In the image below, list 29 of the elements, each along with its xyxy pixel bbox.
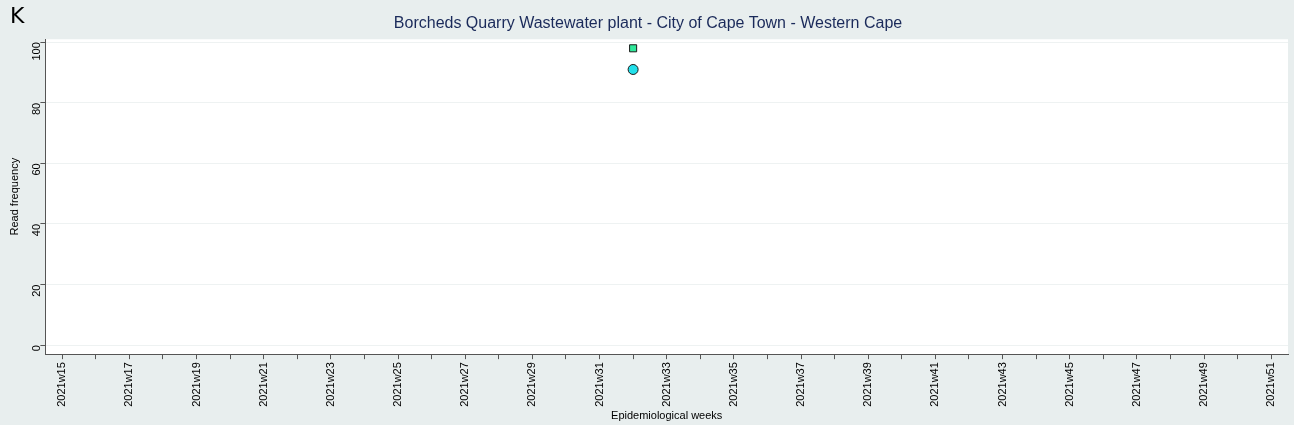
x-tick-label: 2021w25 [391,362,404,407]
x-tick-label: 2021w41 [928,362,941,407]
x-tick-label: 2021w29 [525,362,538,407]
y-tick-label: 100 [30,42,43,61]
y-tick-label: 80 [30,102,43,116]
x-tick-label: 2021w37 [794,362,807,407]
x-tick-label: 2021w31 [592,362,605,407]
y-tick-label: 0 [30,345,43,352]
x-tick-label: 2021w47 [1129,362,1142,407]
x-tick-label: 2021w17 [122,362,135,407]
x-tick-label: 2021w51 [1264,362,1277,407]
text: K [10,2,25,28]
x-tick-label: 2021w19 [189,362,202,407]
chart-title: Borcheds Quarry Wastewater plant - City of Cape Town - Western Cape [393,14,903,32]
y-axis-title: Read frequency [7,157,20,236]
x-tick-label: 2021w21 [256,362,269,407]
x-axis-title: Epidemiological weeks [611,409,723,422]
y-tick-label: 40 [30,223,43,237]
x-tick-label: 2021w27 [458,362,471,407]
x-tick-label: 2021w23 [323,362,336,407]
x-tick-label: 2021w35 [726,362,739,407]
x-tick-label: 2021w39 [861,362,874,407]
y-tick-label: 60 [30,163,43,176]
x-tick-label: 2021w43 [995,362,1008,407]
y-tick-label: 20 [30,284,43,297]
x-tick-label: 2021w33 [659,362,672,407]
x-tick-label: 2021w15 [55,362,68,407]
x-tick-label: 2021w45 [1062,362,1075,407]
x-tick-label: 2021w49 [1197,362,1210,407]
